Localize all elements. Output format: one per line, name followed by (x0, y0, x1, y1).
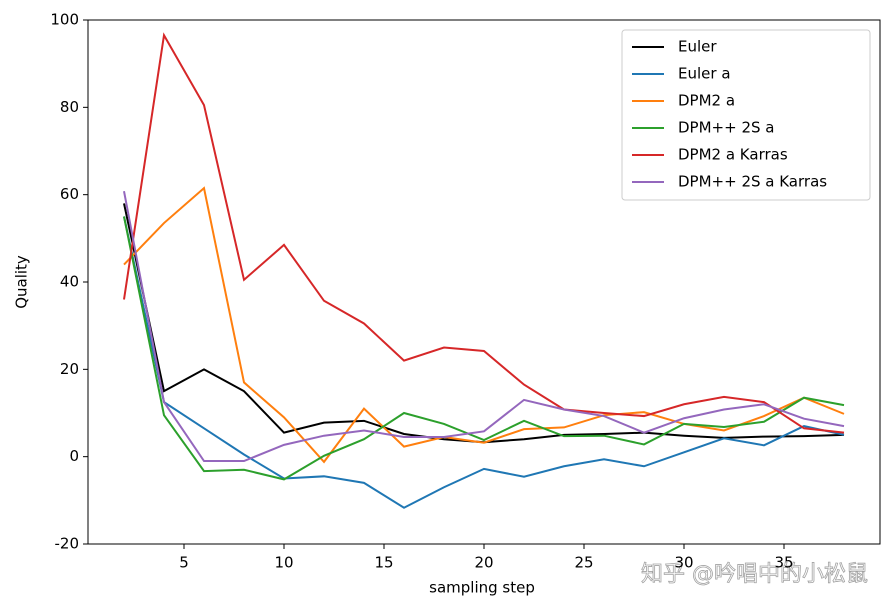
line-series (123, 186, 845, 464)
y-tick-label: 20 (60, 360, 79, 378)
y-axis-label: Quality (13, 255, 31, 309)
y-tick-label: 60 (60, 185, 79, 203)
y-tick-label: 80 (60, 98, 79, 116)
x-tick-label: 15 (374, 554, 393, 572)
x-axis-label: sampling step (429, 579, 535, 597)
x-tick-label: 30 (674, 554, 693, 572)
y-tick-label: -20 (55, 535, 80, 553)
line-series (123, 32, 845, 434)
watermark: 知乎 @吟唱中的小松鼠 (641, 562, 868, 587)
legend-label: DPM2 a Karras (678, 146, 788, 164)
legend-label: DPM++ 2S a Karras (678, 173, 827, 191)
y-tick-label: 40 (60, 273, 79, 291)
y-tick-label: 0 (69, 447, 79, 465)
x-tick-label: 5 (179, 554, 189, 572)
line-series (123, 190, 845, 463)
legend-box (621, 29, 871, 201)
x-tick-label: 25 (574, 554, 593, 572)
x-tick-label: 35 (774, 554, 793, 572)
x-tick-label: 20 (474, 554, 493, 572)
line-series (123, 216, 845, 509)
legend-label: Euler (678, 38, 717, 56)
line-series (123, 216, 845, 481)
legend-label: DPM2 a (678, 92, 735, 110)
y-tick-label: 100 (50, 11, 79, 29)
legend-label: DPM++ 2S a (678, 119, 774, 137)
x-tick-label: 10 (274, 554, 293, 572)
legend-label: Euler a (678, 65, 731, 83)
